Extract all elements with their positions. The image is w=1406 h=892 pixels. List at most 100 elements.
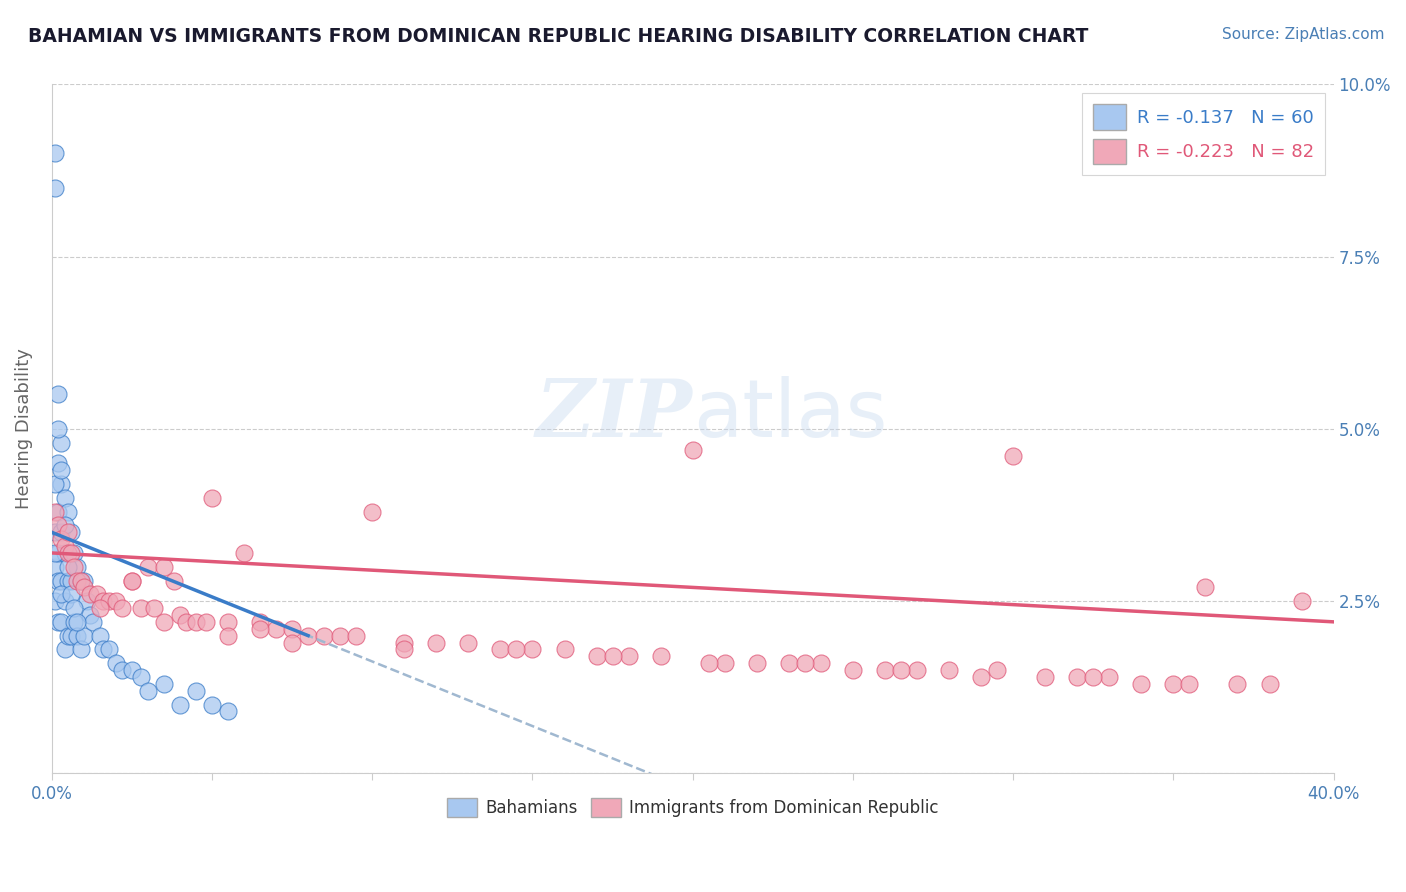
Point xyxy=(98,642,121,657)
Point xyxy=(56,629,79,643)
Point xyxy=(249,622,271,636)
Point xyxy=(176,615,198,629)
Point xyxy=(184,683,207,698)
Point xyxy=(56,525,79,540)
Point xyxy=(314,629,336,643)
Point xyxy=(66,615,89,629)
Point xyxy=(617,649,640,664)
Point xyxy=(810,656,832,670)
Point xyxy=(585,649,607,664)
Point xyxy=(82,615,104,629)
Point xyxy=(51,525,73,540)
Point xyxy=(1163,677,1185,691)
Point xyxy=(46,456,69,470)
Point xyxy=(59,574,82,588)
Point xyxy=(111,663,134,677)
Point xyxy=(281,635,304,649)
Point xyxy=(53,546,76,560)
Point xyxy=(44,559,66,574)
Point xyxy=(1066,670,1088,684)
Point xyxy=(217,615,239,629)
Point xyxy=(73,574,96,588)
Point xyxy=(73,581,96,595)
Point xyxy=(76,594,98,608)
Point xyxy=(778,656,800,670)
Point xyxy=(46,518,69,533)
Point xyxy=(51,435,73,450)
Point xyxy=(1002,450,1025,464)
Point xyxy=(201,698,224,712)
Point xyxy=(153,677,176,691)
Point xyxy=(217,705,239,719)
Point xyxy=(121,663,143,677)
Point xyxy=(425,635,447,649)
Point xyxy=(602,649,624,664)
Point xyxy=(56,546,79,560)
Point xyxy=(89,601,111,615)
Point xyxy=(131,670,153,684)
Point xyxy=(1083,670,1105,684)
Point xyxy=(73,629,96,643)
Point xyxy=(69,574,91,588)
Point xyxy=(59,525,82,540)
Point xyxy=(59,587,82,601)
Point xyxy=(46,615,69,629)
Point xyxy=(650,649,672,664)
Point xyxy=(53,594,76,608)
Point xyxy=(153,615,176,629)
Point xyxy=(233,546,256,560)
Point xyxy=(44,477,66,491)
Point xyxy=(53,518,76,533)
Point xyxy=(143,601,166,615)
Point xyxy=(905,663,928,677)
Point xyxy=(394,635,416,649)
Point xyxy=(1291,594,1313,608)
Point xyxy=(489,642,512,657)
Point xyxy=(329,629,352,643)
Point xyxy=(890,663,912,677)
Text: ZIP: ZIP xyxy=(536,376,693,454)
Point xyxy=(111,601,134,615)
Point xyxy=(136,559,159,574)
Point xyxy=(264,622,287,636)
Point xyxy=(1033,670,1056,684)
Point xyxy=(361,505,384,519)
Point xyxy=(194,615,217,629)
Point xyxy=(59,629,82,643)
Point xyxy=(394,642,416,657)
Point xyxy=(91,594,114,608)
Point xyxy=(66,574,89,588)
Point xyxy=(63,546,86,560)
Point xyxy=(297,629,319,643)
Point xyxy=(63,601,86,615)
Point xyxy=(136,683,159,698)
Point xyxy=(66,629,89,643)
Point xyxy=(1098,670,1121,684)
Point xyxy=(104,656,127,670)
Point xyxy=(1194,581,1216,595)
Point xyxy=(201,491,224,505)
Point xyxy=(1226,677,1249,691)
Point xyxy=(56,505,79,519)
Point xyxy=(51,587,73,601)
Point xyxy=(63,559,86,574)
Point xyxy=(745,656,768,670)
Point xyxy=(89,629,111,643)
Point xyxy=(51,615,73,629)
Point xyxy=(344,629,367,643)
Point xyxy=(44,181,66,195)
Point xyxy=(249,615,271,629)
Point xyxy=(169,607,191,622)
Point xyxy=(56,559,79,574)
Point xyxy=(793,656,815,670)
Point xyxy=(938,663,960,677)
Point xyxy=(46,505,69,519)
Y-axis label: Hearing Disability: Hearing Disability xyxy=(15,349,32,509)
Point xyxy=(56,574,79,588)
Point xyxy=(51,574,73,588)
Point xyxy=(44,146,66,161)
Point xyxy=(1130,677,1153,691)
Point xyxy=(44,525,66,540)
Point xyxy=(121,574,143,588)
Point xyxy=(44,594,66,608)
